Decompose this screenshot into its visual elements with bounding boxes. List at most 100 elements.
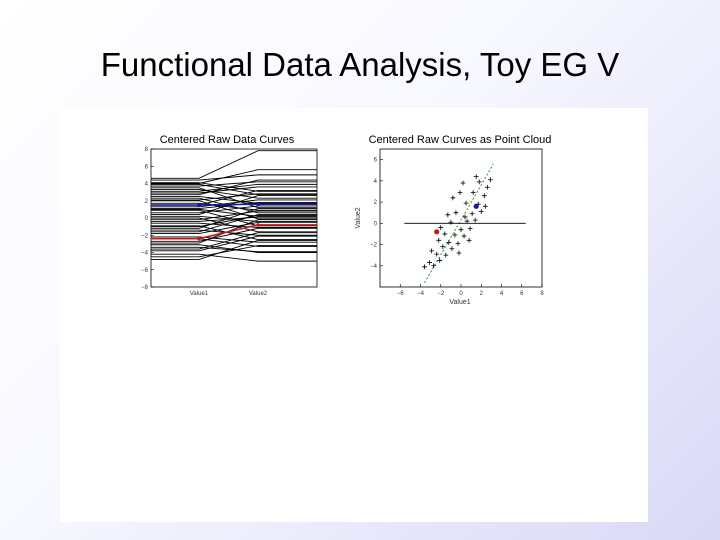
chart1-curve	[151, 169, 317, 184]
chart2-point	[434, 251, 440, 257]
chart2-point	[438, 225, 444, 230]
chart1-highlight	[151, 202, 317, 241]
chart1-curve	[151, 200, 317, 220]
chart1-y-tick-label: 8	[145, 147, 149, 153]
chart1-curve	[151, 183, 317, 192]
chart1-highlight-curve-red	[151, 224, 317, 240]
chart2-point	[463, 200, 469, 206]
chart2-point	[472, 217, 478, 223]
chart1-highlight-marker-red	[256, 223, 260, 227]
figure-panel: Centered Raw Data Curves −8 −6 −4 −2 0 2 4 6 8 V…	[60, 108, 648, 522]
chart2-point	[473, 174, 479, 179]
chart1-curve	[151, 195, 317, 204]
chart2-x-tick-label: −6	[397, 291, 405, 297]
chart1-curve	[151, 210, 317, 221]
chart1-y-tick-label: −8	[141, 285, 149, 291]
chart2-point	[455, 241, 461, 246]
chart2-y-tick-label: 4	[374, 179, 378, 185]
chart2-y-ticks: −4 −2 0 2 4 6	[370, 158, 383, 270]
chart2-point	[461, 233, 467, 239]
chart2-x-tick-label: −2	[437, 291, 445, 297]
chart1-curve	[151, 202, 317, 209]
chart2-point	[460, 180, 466, 186]
chart2-point	[457, 190, 463, 195]
chart1-curve	[151, 253, 317, 262]
chart1-y-tick-label: 4	[145, 182, 149, 188]
chart1-y-tick-label: 0	[145, 216, 149, 222]
chart2-point	[429, 248, 435, 254]
chart1-y-tick-label: 2	[145, 199, 149, 205]
chart1-curve	[151, 225, 317, 241]
chart2-y-tick-label: −4	[370, 264, 378, 270]
chart1-curve	[151, 150, 317, 179]
chart1-curve	[151, 187, 317, 209]
chart2-point	[448, 219, 454, 225]
chart1-y-tick-label: −6	[141, 268, 149, 274]
chart2-y-tick-label: 0	[374, 221, 378, 227]
chart2-point	[484, 184, 490, 190]
chart2-title: Centered Raw Curves as Point Cloud	[369, 134, 552, 146]
chart1-highlight-marker-red	[197, 236, 201, 241]
chart2-point	[450, 195, 456, 201]
chart2-point	[452, 232, 458, 238]
chart2-x-ticks: −6 −4 −2 0 2 4 6 8	[397, 284, 544, 297]
chart1-curve	[151, 214, 317, 228]
chart1-curve	[151, 183, 317, 196]
chart2-point	[458, 227, 464, 233]
chart1-x-tick-label: Value2	[249, 291, 268, 297]
chart1-highlight-curve-blue	[151, 203, 317, 206]
chart2-point	[431, 263, 437, 269]
chart2-point	[478, 209, 484, 215]
chart2-point	[482, 203, 488, 209]
chart2-x-axis-label: Value1	[449, 299, 470, 306]
chart2-y-tick-label: 6	[374, 158, 378, 164]
chart2-frame	[379, 148, 543, 288]
chart2-point	[476, 179, 482, 185]
chart2-point	[469, 211, 475, 217]
chart1-x-tick-label: Value1	[190, 291, 209, 297]
chart1-y-tick-label: −2	[141, 233, 149, 239]
chart1-curve	[151, 174, 317, 181]
chart1-curve	[151, 236, 317, 243]
chart2-x-tick-label: 4	[500, 291, 504, 297]
chart2-point	[436, 237, 442, 243]
chart2-point	[442, 231, 448, 237]
chart2-point	[443, 252, 449, 258]
chart1-curve	[151, 227, 317, 242]
chart1-curve	[151, 221, 317, 234]
chart1-curve	[151, 181, 317, 187]
figure-svg: Centered Raw Data Curves −8 −6 −4 −2 0 2 4 6 8 V…	[141, 134, 552, 306]
chart2-point	[467, 226, 473, 232]
chart2-point	[446, 240, 452, 245]
chart1-curve	[151, 193, 317, 201]
chart1-curve	[151, 245, 317, 258]
chart1-y-ticks: −8 −6 −4 −2 0 2 4 6 8	[141, 147, 154, 291]
chart2-y-axis-label: Value2	[355, 207, 362, 228]
chart1-curve	[151, 217, 317, 233]
chart2-highlight-point-red	[434, 229, 440, 235]
chart2-x-tick-label: 6	[520, 291, 524, 297]
chart2-y-tick-label: 2	[374, 200, 378, 206]
chart1-y-tick-label: −4	[141, 251, 149, 257]
chart2-points	[422, 174, 493, 270]
chart1-curve	[151, 208, 317, 217]
chart2-highlight-point-blue	[473, 203, 479, 209]
slide-title: Functional Data Analysis, Toy EG V	[100, 46, 620, 83]
chart1-curve	[151, 244, 317, 253]
chart2-point	[453, 210, 459, 216]
chart1-curve	[151, 214, 317, 233]
chart1-curve	[151, 216, 317, 222]
chart1-curve	[151, 232, 317, 250]
chart2-point	[437, 258, 443, 263]
chart2-point	[449, 246, 455, 252]
chart2-point	[481, 193, 487, 199]
chart2-point	[470, 190, 476, 195]
chart1-y-tick-label: 6	[145, 164, 149, 170]
chart2-x-tick-label: −4	[417, 291, 425, 297]
chart1-curve	[151, 199, 317, 208]
chart2-point	[445, 212, 451, 218]
chart2-point	[427, 260, 433, 265]
chart1-highlight-marker-blue	[197, 203, 201, 207]
chart1-title: Centered Raw Data Curves	[160, 134, 295, 146]
chart1-curve	[151, 189, 317, 199]
